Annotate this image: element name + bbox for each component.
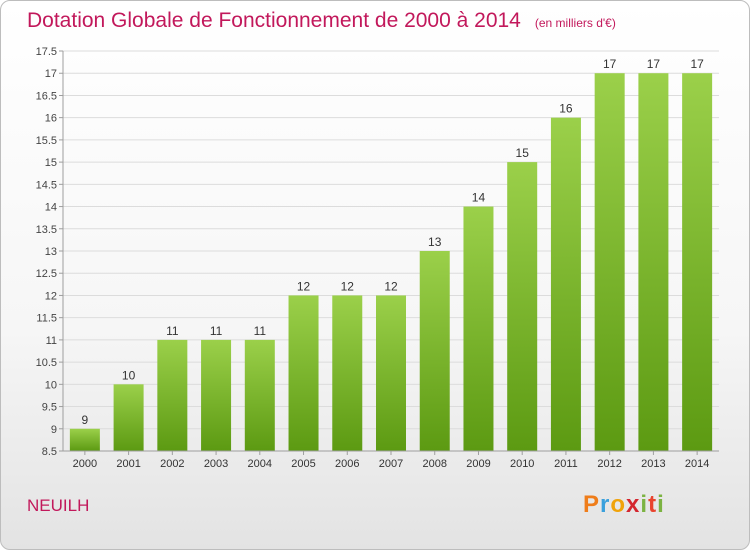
y-tick-label: 14.5 xyxy=(36,179,57,191)
bar-value-label: 11 xyxy=(166,324,179,338)
bar-2002 xyxy=(157,339,188,451)
x-tick-label: 2010 xyxy=(510,458,534,470)
bar-value-label: 14 xyxy=(472,191,486,205)
bar-value-label: 16 xyxy=(559,102,573,116)
bar-2013 xyxy=(638,73,669,451)
bar-2000 xyxy=(69,428,100,451)
x-tick-label: 2014 xyxy=(685,458,709,470)
y-tick-label: 9 xyxy=(51,424,57,436)
y-tick-label: 13.5 xyxy=(36,224,57,236)
bar-2009 xyxy=(463,206,494,451)
proxiti-logo: Proxiti xyxy=(583,491,665,518)
bar-value-label: 9 xyxy=(82,413,89,427)
bar-value-label: 11 xyxy=(254,324,267,338)
bar-value-label: 17 xyxy=(603,57,617,71)
x-tick-label: 2012 xyxy=(597,458,621,470)
bar-value-label: 12 xyxy=(297,279,311,293)
bar-value-label: 12 xyxy=(341,279,355,293)
bar-2014 xyxy=(682,73,713,451)
y-tick-label: 12 xyxy=(45,290,57,302)
bars: 9 10 11 11 11 12 12 12 13 14 15 16 17 17 17 xyxy=(69,57,713,452)
bar-2003 xyxy=(201,339,232,451)
bar-2001 xyxy=(113,384,144,451)
bar-value-label: 11 xyxy=(210,324,223,338)
bar-value-label: 12 xyxy=(384,279,398,293)
x-tick-label: 2000 xyxy=(73,458,97,470)
bar-2011 xyxy=(550,117,581,452)
x-tick-label: 2008 xyxy=(422,458,446,470)
y-tick-label: 17.5 xyxy=(36,46,57,58)
bar-2006 xyxy=(332,295,363,451)
y-tick-label: 13 xyxy=(45,246,57,258)
y-tick-label: 11 xyxy=(46,335,57,347)
x-tick-label: 2009 xyxy=(466,458,490,470)
chart-subtitle: (en milliers d'€) xyxy=(534,16,616,30)
y-tick-label: 15.5 xyxy=(36,135,57,147)
chart-title-text: Dotation Globale de Fonctionnement de 20… xyxy=(27,9,521,32)
bar-2005 xyxy=(288,295,319,451)
y-tick-label: 10.5 xyxy=(36,357,57,369)
bar-value-label: 13 xyxy=(428,235,442,249)
x-tick-label: 2006 xyxy=(335,458,359,470)
axes: 8.5 9 9.5 10 10.5 11 11.5 12 12.5 13 13.5 14 14.5 15 1… xyxy=(36,46,719,470)
bar-2004 xyxy=(244,339,275,451)
x-tick-label: 2005 xyxy=(291,458,315,470)
bar-value-label: 17 xyxy=(690,57,704,71)
x-tick-label: 2013 xyxy=(641,458,665,470)
bar-2007 xyxy=(376,295,406,451)
y-tick-label: 10 xyxy=(45,379,57,391)
x-tick-label: 2003 xyxy=(204,458,228,470)
bar-value-label: 15 xyxy=(516,146,530,160)
y-tick-label: 16 xyxy=(45,113,57,125)
y-tick-label: 11.5 xyxy=(36,313,57,325)
y-tick-label: 8.5 xyxy=(42,446,57,458)
commune-name: NEUILH xyxy=(27,496,90,515)
y-tick-label: 12.5 xyxy=(36,268,57,280)
x-tick-label: 2002 xyxy=(160,458,184,470)
bar-2012 xyxy=(594,73,625,451)
y-tick-label: 17 xyxy=(45,68,57,80)
y-tick-label: 9.5 xyxy=(42,402,57,414)
bar-value-label: 10 xyxy=(122,368,136,382)
y-tick-label: 14 xyxy=(45,202,57,214)
chart-title: Dotation Globale de Fonctionnement de 20… xyxy=(27,9,616,33)
bar-value-label: 17 xyxy=(647,57,661,71)
x-tick-label: 2001 xyxy=(116,458,140,470)
x-tick-label: 2004 xyxy=(248,458,272,470)
bar-2008 xyxy=(419,251,450,451)
bar-2010 xyxy=(507,162,538,451)
y-tick-label: 15 xyxy=(45,157,57,169)
y-tick-label: 16.5 xyxy=(36,90,57,102)
x-tick-label: 2007 xyxy=(379,458,403,470)
x-tick-label: 2011 xyxy=(554,458,578,470)
